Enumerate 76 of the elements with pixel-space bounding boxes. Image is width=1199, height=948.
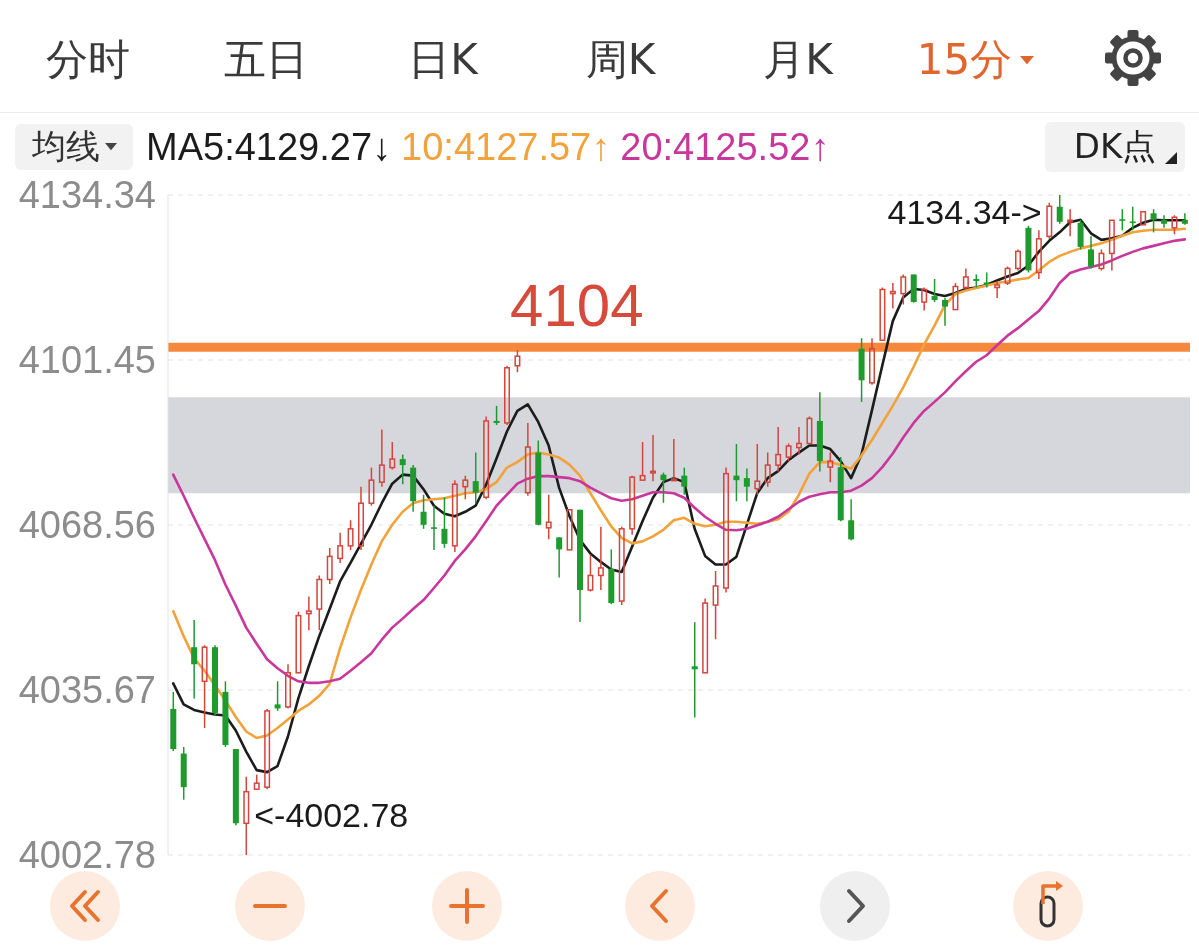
candlestick [712, 570, 719, 640]
candlestick [566, 509, 573, 551]
candlestick [931, 278, 938, 303]
text: 五日 [223, 35, 308, 84]
y-tick-label: 4101.45 [18, 339, 156, 381]
candlestick [1067, 208, 1074, 238]
text: 15分 [916, 35, 1013, 84]
candlestick [483, 415, 490, 500]
candlestick [451, 479, 458, 553]
candlestick [556, 536, 563, 579]
candlestick [285, 663, 292, 708]
candlestick [191, 619, 198, 700]
candlestick [389, 441, 396, 471]
candlestick [305, 595, 312, 631]
y-tick-label: 4134.34 [18, 174, 156, 216]
candlestick [201, 644, 208, 729]
candlestick [743, 467, 750, 502]
candlestick [1181, 212, 1188, 226]
text: 分时 [46, 35, 130, 84]
candlestick [420, 493, 427, 530]
candlestick [827, 451, 834, 483]
candlestick [962, 267, 969, 291]
candlestick [378, 428, 385, 488]
candlestick [681, 466, 688, 496]
candlestick [545, 493, 552, 541]
candlestick [629, 476, 636, 536]
text: 月K [763, 35, 833, 84]
candlestick [1150, 208, 1157, 234]
candlestick [921, 286, 928, 312]
candlestick [243, 775, 250, 855]
candlestick [639, 441, 646, 481]
candlestick [1088, 235, 1095, 270]
annotation: 4134.34-> [887, 193, 1042, 231]
candlestick [1056, 195, 1063, 225]
text: 20:4125.52↑ [620, 125, 830, 168]
candlestick [274, 680, 281, 712]
candlestick [994, 280, 1001, 299]
annotation: <-4002.78 [254, 796, 409, 834]
ref-line-label: 4104 [510, 271, 644, 339]
candlestick [1035, 229, 1042, 280]
y-tick-label: 4035.67 [18, 669, 156, 711]
candlestick [441, 496, 448, 549]
candlestick [1119, 208, 1126, 232]
candlestick [587, 553, 594, 591]
candlestick [358, 485, 365, 551]
text: 10:4127.57↑ [401, 125, 611, 168]
candlestick [723, 466, 730, 594]
candlestick [431, 504, 438, 551]
candlestick [472, 451, 479, 504]
candlestick [1161, 214, 1168, 229]
candlestick [1140, 211, 1147, 226]
text: 日K [408, 35, 478, 84]
candlestick [869, 337, 876, 386]
candlestick [660, 471, 667, 504]
candlestick [399, 453, 406, 485]
candlestick [754, 443, 761, 496]
candlestick [650, 434, 657, 482]
candlestick [670, 438, 677, 482]
candlestick [337, 532, 344, 564]
candlestick [597, 526, 604, 591]
candlestick [775, 426, 782, 473]
candlestick [942, 297, 949, 327]
candlestick [1015, 248, 1022, 272]
text: 均线 [31, 126, 100, 166]
candlestick [848, 498, 855, 542]
candlestick [691, 621, 698, 719]
candlestick [493, 405, 500, 426]
text: DK点 [1073, 126, 1157, 166]
candlestick [524, 422, 531, 497]
text: MA5:4129.27↓ [146, 125, 392, 168]
y-tick-label: 4068.56 [18, 504, 156, 546]
candlestick [1129, 205, 1136, 232]
candlestick [1108, 219, 1115, 272]
candlestick [316, 574, 323, 631]
text: 周K [585, 35, 656, 84]
y-tick-label: 4002.78 [18, 834, 156, 876]
